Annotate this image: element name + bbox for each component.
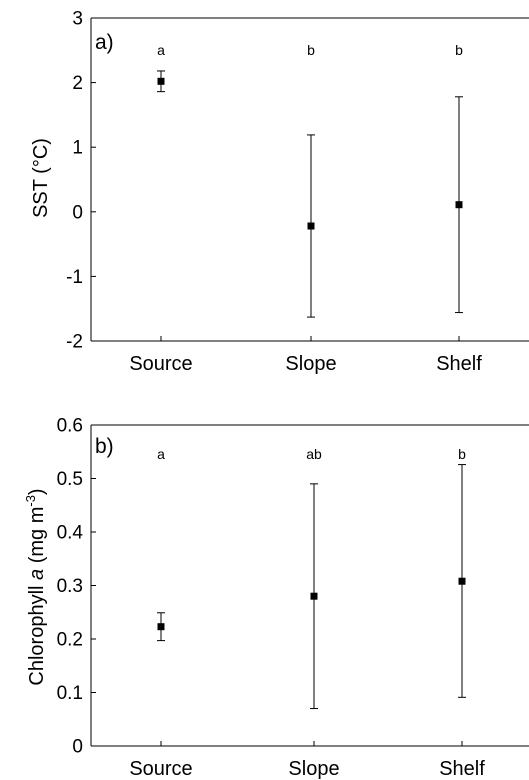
panel-b-ylabel: Chlorophyll a (mg m-3): [23, 488, 48, 685]
panel-a-mean-point-shelf: [455, 201, 463, 209]
panel-a-significance-letter: b: [455, 42, 463, 58]
panel-b-mean-point-slope: [310, 592, 318, 600]
panel-b-significance-letter: b: [458, 446, 466, 462]
panel-a-y-tick-label: 3: [72, 9, 83, 30]
panel-a-y-tick-label: 0: [72, 202, 83, 223]
panel-b-x-tick-label: Source: [129, 758, 192, 780]
panel-b-y-tick-label: 0.1: [57, 683, 83, 704]
panel-a-x-tick-label: Source: [129, 353, 192, 375]
panel-a-ylabel: SST (°C): [30, 138, 52, 218]
panel-b-y-tick-label: 0.5: [57, 469, 83, 490]
panel-b-mean-point-shelf: [458, 577, 466, 585]
panel-a-y-tick-label: 2: [72, 73, 83, 94]
panel-b-y-tick-label: 0.6: [57, 416, 83, 437]
panel-a-y-tick-label: -1: [66, 267, 83, 288]
panel-b-significance-letter: ab: [306, 446, 322, 462]
panel-a-sst: SST (°C) 3 2 1 0 -1 -2 Source Slope Shelf a b b a): [30, 9, 529, 375]
panel-b-significance-letter: a: [157, 446, 165, 462]
panel-b-mean-point-source: [157, 623, 165, 631]
panel-b-label: b): [95, 435, 114, 458]
panel-b-x-tick-label: Slope: [288, 758, 339, 780]
panel-b-y-tick-label: 0.2: [57, 630, 83, 651]
panel-a-y-tick-label: -2: [66, 332, 83, 353]
panel-a-significance-letter: a: [157, 42, 165, 58]
panel-b-chlorophyll: Chlorophyll a (mg m-3) 0.6 0.5 0.4 0.3 0.2 0.…: [23, 416, 529, 780]
panel-a-significance-letter: b: [307, 42, 315, 58]
panel-b-x-tick-label: Shelf: [439, 758, 485, 780]
panel-a-x-tick-label: Shelf: [436, 353, 482, 375]
panel-a-x-tick-label: Slope: [285, 353, 336, 375]
panel-b-y-tick-label: 0: [72, 737, 83, 758]
panel-a-mean-point-slope: [307, 222, 315, 230]
panel-a-y-tick-label: 1: [72, 138, 83, 159]
panel-b-y-tick-label: 0.3: [57, 576, 83, 597]
panel-a-label: a): [95, 31, 114, 54]
panel-a-mean-point-source: [157, 77, 165, 85]
panel-b-y-tick-label: 0.4: [57, 523, 84, 544]
